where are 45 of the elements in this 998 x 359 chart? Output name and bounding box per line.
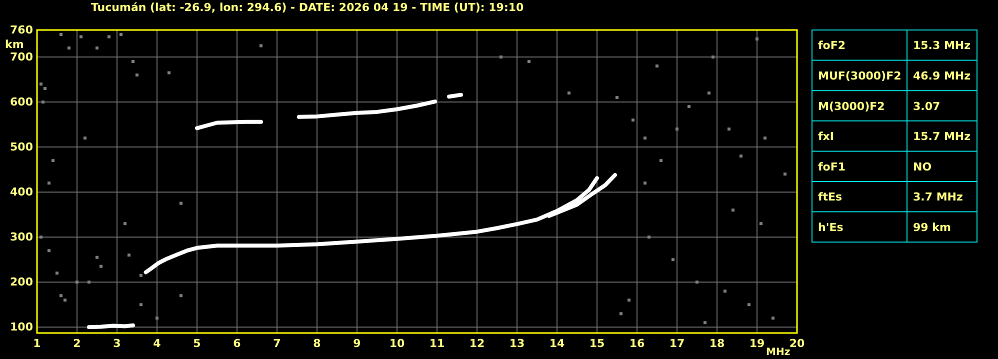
y-axis-title: km — [5, 38, 24, 51]
x-tick-label: 16 — [629, 336, 645, 350]
text: MUF(3000)F2 — [818, 69, 902, 82]
x-tick-label: 9 — [353, 336, 361, 350]
x-tick-label: 4 — [153, 336, 162, 350]
x-tick-label: 8 — [313, 336, 321, 350]
y-tick-label: 600 — [10, 96, 34, 109]
text: h'Es — [818, 220, 844, 234]
x-tick-label: 3 — [113, 336, 121, 350]
text: 15.7 MHz — [913, 130, 971, 144]
x-tick-label: 17 — [669, 336, 685, 350]
text: foF2 — [818, 39, 846, 52]
y-tick-label: 760 — [10, 24, 34, 37]
x-tick-label: 5 — [193, 336, 201, 350]
text: fxI — [818, 130, 834, 144]
x-tick-label: 6 — [233, 336, 242, 350]
text: NO — [913, 160, 932, 174]
x-tick-label: 1 — [33, 336, 41, 350]
x-tick-label: 19 — [749, 336, 765, 350]
text: foF1 — [818, 160, 846, 174]
x-tick-label: 10 — [389, 336, 405, 350]
text: 99 km — [913, 220, 951, 234]
y-tick-label: 200 — [10, 276, 34, 289]
x-tick-label: 14 — [549, 336, 565, 350]
text: 3.7 MHz — [913, 190, 963, 204]
x-tick-label: 13 — [509, 336, 525, 350]
x-tick-label: 11 — [429, 336, 445, 350]
x-axis-title: MHz — [766, 347, 790, 358]
text: 3.07 — [913, 100, 940, 113]
x-tick-label: 2 — [73, 336, 81, 350]
text: 46.9 MHz — [913, 69, 971, 82]
chart-title: Tucumán (lat: -26.9, lon: 294.6) - DATE: 2026 04 19 - TIME (UT): 19:10 — [91, 1, 524, 14]
x-tick-label: 20 — [789, 336, 805, 350]
x-tick-label: 18 — [709, 336, 725, 350]
x-tick-label: 7 — [273, 336, 281, 350]
text: 15.3 MHz — [913, 39, 971, 52]
y-tick-label: 500 — [10, 140, 34, 154]
y-tick-label: 100 — [10, 320, 34, 334]
y-tick-label: 300 — [10, 230, 34, 244]
text: M(3000)F2 — [818, 100, 885, 113]
x-tick-label: 15 — [589, 336, 605, 350]
y-tick-label: 700 — [10, 50, 34, 64]
y-tick-label: 400 — [10, 186, 34, 199]
text: ftEs — [818, 190, 843, 204]
x-tick-label: 12 — [469, 336, 485, 350]
